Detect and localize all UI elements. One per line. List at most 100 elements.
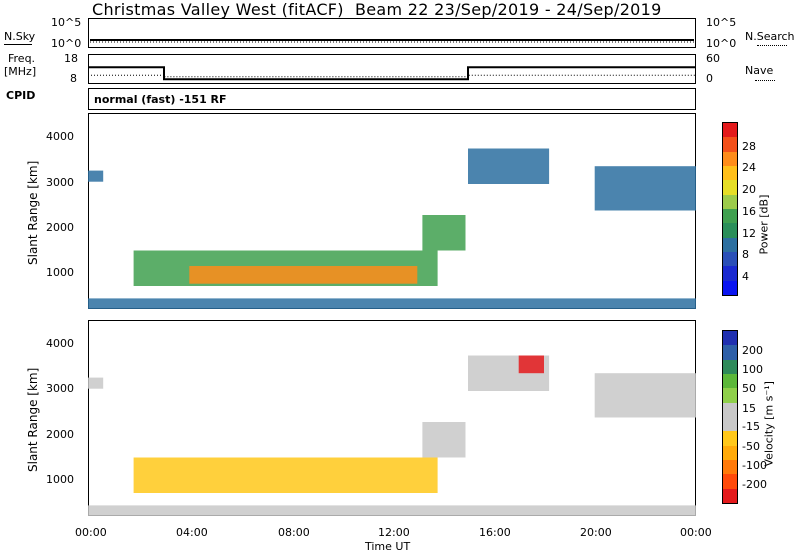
power-cbar-tick-4: 4 — [742, 270, 749, 283]
nave-tick-top: 60 — [706, 52, 720, 65]
cpid-panel — [88, 88, 696, 110]
power-ylabel: Slant Range [km] — [26, 160, 40, 265]
colorbar-swatch — [723, 345, 737, 360]
vel-cbar-tick-m200: -200 — [742, 478, 767, 491]
nsky-panel — [88, 18, 696, 48]
station-title: Christmas Valley West (fitACF) — [92, 0, 344, 19]
colorbar-swatch — [723, 266, 737, 281]
colorbar-swatch — [723, 416, 737, 432]
power-cbar-tick-28: 28 — [742, 140, 756, 153]
power-cbar-tick-8: 8 — [742, 248, 749, 261]
vel-cbar-tick-200: 200 — [742, 344, 763, 357]
colorbar-swatch — [723, 445, 737, 460]
colorbar-swatch — [723, 194, 737, 209]
power-cbar-tick-20: 20 — [742, 183, 756, 196]
nsearch-tick-top: 10^5 — [706, 16, 737, 29]
xtick-0: 00:00 — [75, 526, 107, 539]
nsky-tick-top: 10^5 — [51, 16, 82, 29]
xtick-5: 20:00 — [580, 526, 612, 539]
nave-tick-bottom: 0 — [706, 72, 713, 85]
nsky-label: N.Sky — [4, 30, 36, 43]
freq-line-0 — [88, 66, 696, 81]
power-ytick-3000: 3000 — [46, 176, 74, 189]
colorbar-swatch — [723, 359, 737, 374]
velocity-heatmap — [88, 355, 696, 516]
beam-date-title: Beam 22 23/Sep/2019 - 24/Sep/2019 — [355, 0, 662, 19]
freq-unit-label: [MHz] — [4, 65, 37, 78]
vel-cbar-tick-15: 15 — [742, 402, 756, 415]
xtick-1: 04:00 — [176, 526, 208, 539]
vel-region-0 — [88, 377, 104, 389]
nsky-tick-bottom: 10^0 — [51, 37, 82, 50]
colorbar-swatch — [723, 373, 737, 389]
freq-tick-bottom: 8 — [70, 72, 77, 85]
colorbar-swatch — [723, 331, 737, 346]
colorbar-swatch — [723, 137, 737, 152]
freq-line-1 — [88, 74, 696, 78]
power-ytick-1000: 1000 — [46, 266, 74, 279]
freq-tick-top: 18 — [64, 52, 78, 65]
nave-label: Nave — [745, 64, 774, 77]
power-cbar-tick-16: 16 — [742, 205, 756, 218]
power-colorbar-label: Power [dB] — [757, 194, 771, 255]
power-region-0 — [88, 170, 104, 182]
freq-panel — [88, 54, 696, 84]
power-region-5 — [594, 166, 696, 211]
velocity-ytick-4000: 4000 — [46, 337, 74, 350]
nave-legend-line — [755, 80, 775, 81]
xtick-3: 12:00 — [378, 526, 410, 539]
colorbar-swatch — [723, 488, 737, 503]
colorbar-swatch — [723, 431, 737, 446]
freq-series — [88, 66, 696, 81]
power-cbar-tick-12: 12 — [742, 227, 756, 240]
cpid-value: normal (fast) -151 RF — [94, 93, 227, 106]
velocity-ytick-2000: 2000 — [46, 428, 74, 441]
nsearch-label: N.Search — [745, 30, 795, 43]
vel-cbar-tick-50: 50 — [742, 382, 756, 395]
xlabel: Time UT — [365, 540, 411, 553]
colorbar-swatch — [723, 459, 737, 475]
nsearch-legend-line — [757, 45, 787, 46]
velocity-colorbar-label: Velocity [m s⁻¹] — [762, 381, 776, 467]
vel-region-4 — [518, 355, 544, 374]
vel-region-5 — [594, 373, 696, 418]
power-region-3 — [422, 215, 466, 251]
colorbar-swatch — [723, 165, 737, 181]
vel-region-1 — [133, 457, 438, 493]
xtick-6: 00:00 — [680, 526, 712, 539]
colorbar-swatch — [723, 180, 737, 195]
vel-cbar-tick-100: 100 — [742, 363, 763, 376]
velocity-ylabel: Slant Range [km] — [26, 367, 40, 472]
power-region-2 — [189, 266, 418, 284]
power-ytick-2000: 2000 — [46, 221, 74, 234]
nsearch-tick-bottom: 10^0 — [706, 37, 737, 50]
power-region-6 — [88, 298, 696, 309]
power-cbar-tick-24: 24 — [742, 161, 756, 174]
colorbar-swatch — [723, 251, 737, 267]
colorbar-swatch — [723, 223, 737, 238]
cpid-label: CPID — [6, 89, 36, 102]
power-ytick-4000: 4000 — [46, 130, 74, 143]
colorbar-swatch — [723, 208, 737, 224]
colorbar-swatch — [723, 151, 737, 166]
vel-region-2 — [422, 422, 466, 458]
colorbar-swatch — [723, 237, 737, 252]
colorbar-swatch — [723, 123, 737, 138]
nsky-legend-line — [4, 44, 32, 45]
vel-cbar-tick-m50: -50 — [742, 440, 760, 453]
xtick-4: 16:00 — [479, 526, 511, 539]
vel-cbar-tick-m100: -100 — [742, 459, 767, 472]
velocity-ytick-3000: 3000 — [46, 382, 74, 395]
freq-label: Freq. — [8, 52, 36, 65]
vel-region-6 — [88, 505, 696, 516]
colorbar-swatch — [723, 280, 737, 295]
colorbar-swatch — [723, 474, 737, 489]
power-heatmap — [88, 148, 696, 309]
nsky-series — [90, 39, 694, 43]
velocity-ytick-1000: 1000 — [46, 473, 74, 486]
power-region-4 — [468, 148, 550, 184]
velocity-colorbar — [722, 330, 738, 504]
power-colorbar — [722, 122, 738, 296]
colorbar-swatch — [723, 388, 737, 403]
colorbar-swatch — [723, 402, 737, 417]
